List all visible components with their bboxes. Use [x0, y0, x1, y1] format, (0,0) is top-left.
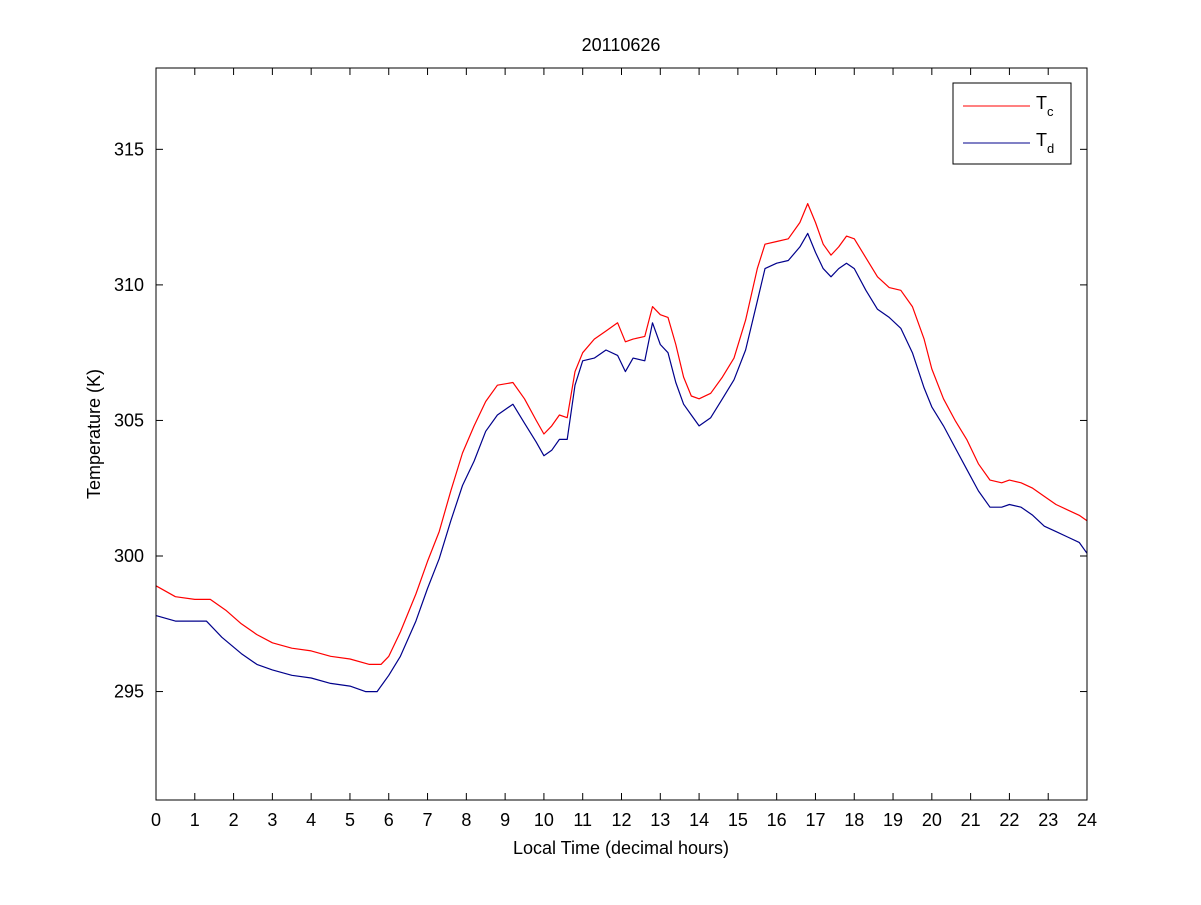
x-tick-label: 4: [306, 810, 316, 830]
x-tick-label: 9: [500, 810, 510, 830]
y-tick-label: 295: [114, 682, 144, 702]
y-tick-label: 315: [114, 139, 144, 159]
x-tick-label: 20: [922, 810, 942, 830]
x-tick-label: 17: [805, 810, 825, 830]
x-tick-label: 24: [1077, 810, 1097, 830]
x-tick-label: 8: [461, 810, 471, 830]
x-tick-label: 21: [961, 810, 981, 830]
legend-label-tc-sub: c: [1047, 104, 1054, 119]
x-tick-label: 6: [384, 810, 394, 830]
legend-label-td: Td: [1036, 130, 1054, 156]
ticks-layer: 0 1 2 3 4 5 6 7 8 9 10 11 12 13 14 15 16 17 18 19 20 21 22 23 24…: [114, 68, 1097, 830]
y-tick-label: 310: [114, 275, 144, 295]
x-tick-label: 2: [229, 810, 239, 830]
x-tick-label: 19: [883, 810, 903, 830]
legend-label-td-main: T: [1036, 130, 1047, 150]
x-tick-label: 14: [689, 810, 709, 830]
legend-label-tc-main: T: [1036, 93, 1047, 113]
chart-title: 20110626: [582, 35, 661, 55]
legend: Tc Td: [952, 82, 1072, 165]
x-tick-label: 7: [423, 810, 433, 830]
x-tick-label: 13: [650, 810, 670, 830]
series-line-td: [155, 232, 1088, 693]
x-tick-label: 15: [728, 810, 748, 830]
x-tick-label: 3: [267, 810, 277, 830]
legend-label-tc: Tc: [1036, 93, 1054, 119]
y-tick-label: 300: [114, 546, 144, 566]
y-tick-label: 305: [114, 410, 144, 430]
x-tick-label: 18: [844, 810, 864, 830]
x-tick-label: 5: [345, 810, 355, 830]
x-tick-label: 10: [534, 810, 554, 830]
legend-box: [952, 82, 1072, 165]
x-axis-label: Local Time (decimal hours): [513, 838, 729, 858]
x-tick-label: 0: [151, 810, 161, 830]
x-tick-label: 23: [1038, 810, 1058, 830]
y-axis-label: Temperature (K): [84, 369, 104, 499]
x-tick-label: 1: [190, 810, 200, 830]
x-tick-label: 22: [999, 810, 1019, 830]
series-line-tc: [155, 203, 1088, 666]
x-tick-label: 12: [611, 810, 631, 830]
x-tick-label: 16: [767, 810, 787, 830]
series-layer: [155, 203, 1088, 693]
x-tick-label: 11: [573, 810, 592, 830]
legend-label-td-sub: d: [1047, 141, 1054, 156]
